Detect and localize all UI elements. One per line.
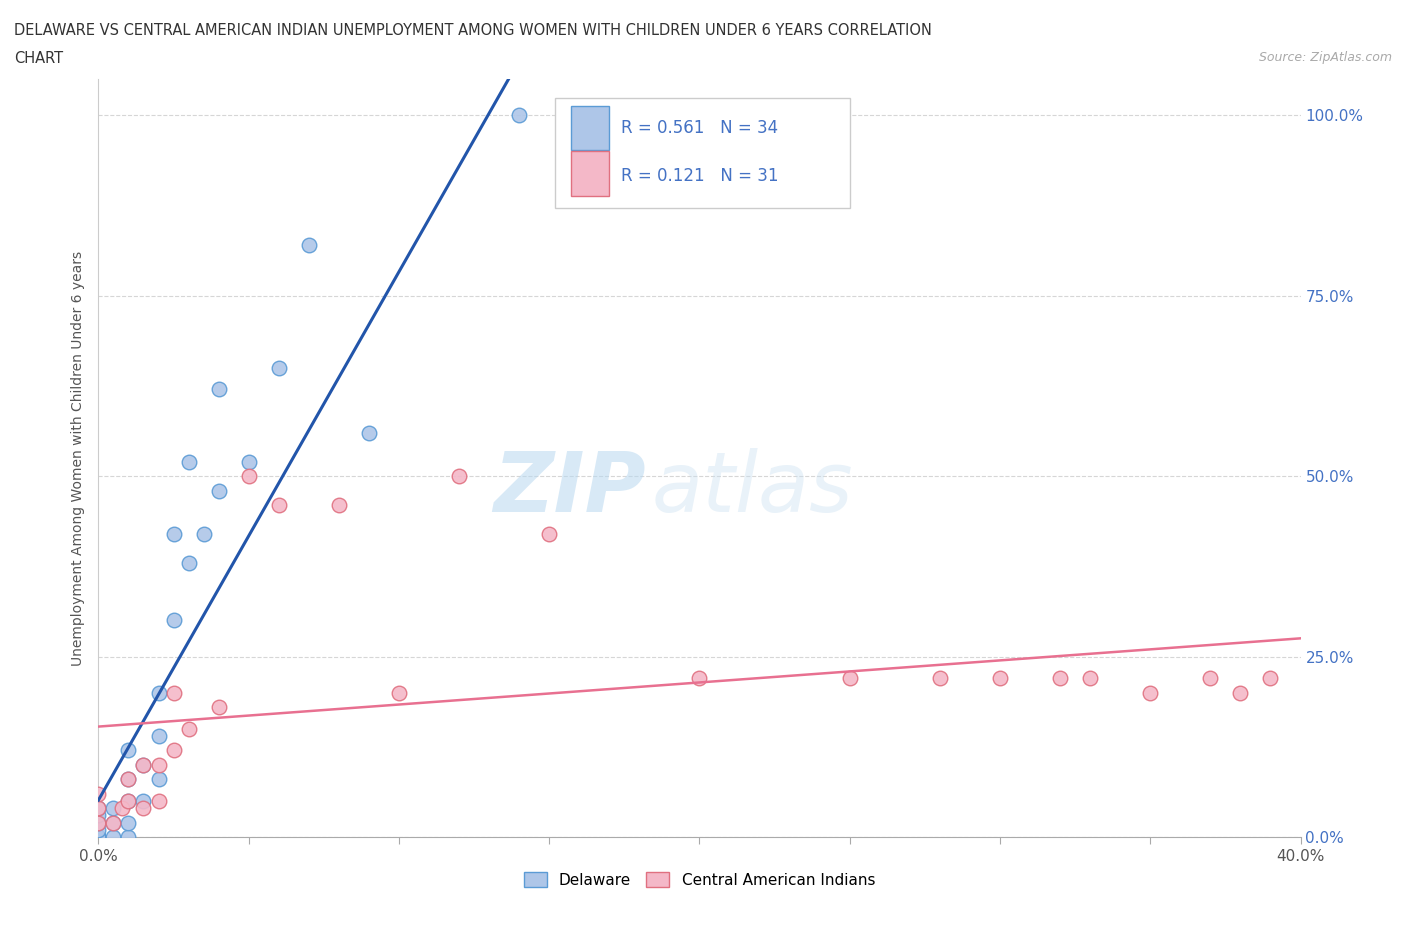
Point bbox=[193, 526, 215, 541]
Point bbox=[177, 722, 200, 737]
Point bbox=[87, 808, 110, 823]
Point bbox=[87, 786, 110, 801]
Point bbox=[117, 830, 139, 844]
Point bbox=[298, 238, 321, 253]
Text: ZIP: ZIP bbox=[492, 448, 645, 529]
Point bbox=[1260, 671, 1282, 685]
Point bbox=[148, 772, 170, 787]
Point bbox=[929, 671, 952, 685]
Point bbox=[447, 469, 470, 484]
Point bbox=[132, 757, 155, 772]
Point bbox=[162, 685, 184, 700]
Point bbox=[111, 801, 134, 816]
Point bbox=[208, 483, 231, 498]
Point bbox=[177, 555, 200, 570]
FancyBboxPatch shape bbox=[555, 98, 849, 208]
Point bbox=[1199, 671, 1222, 685]
Point bbox=[838, 671, 860, 685]
Point bbox=[177, 454, 200, 469]
Point bbox=[388, 685, 411, 700]
Point bbox=[117, 772, 139, 787]
Point bbox=[568, 108, 591, 123]
Point bbox=[538, 526, 561, 541]
Point bbox=[328, 498, 350, 512]
Point bbox=[117, 772, 139, 787]
Point bbox=[87, 815, 110, 830]
Point bbox=[1139, 685, 1161, 700]
Point bbox=[238, 454, 260, 469]
Point bbox=[87, 830, 110, 844]
Point bbox=[148, 685, 170, 700]
Point bbox=[103, 815, 125, 830]
Text: DELAWARE VS CENTRAL AMERICAN INDIAN UNEMPLOYMENT AMONG WOMEN WITH CHILDREN UNDER: DELAWARE VS CENTRAL AMERICAN INDIAN UNEM… bbox=[14, 23, 932, 38]
Point bbox=[267, 360, 290, 375]
Point bbox=[132, 793, 155, 808]
Point bbox=[87, 830, 110, 844]
Point bbox=[103, 815, 125, 830]
Point bbox=[1229, 685, 1251, 700]
Point bbox=[87, 830, 110, 844]
Point bbox=[87, 822, 110, 837]
Point bbox=[148, 793, 170, 808]
FancyBboxPatch shape bbox=[571, 106, 609, 151]
Point bbox=[689, 671, 711, 685]
Point bbox=[1078, 671, 1101, 685]
Point bbox=[988, 671, 1011, 685]
Point bbox=[87, 801, 110, 816]
Point bbox=[162, 743, 184, 758]
FancyBboxPatch shape bbox=[571, 151, 609, 196]
Point bbox=[162, 526, 184, 541]
Point bbox=[87, 830, 110, 844]
Y-axis label: Unemployment Among Women with Children Under 6 years: Unemployment Among Women with Children U… bbox=[72, 250, 86, 666]
Text: atlas: atlas bbox=[651, 448, 853, 529]
Point bbox=[148, 757, 170, 772]
Point bbox=[117, 793, 139, 808]
Point bbox=[1049, 671, 1071, 685]
Point bbox=[357, 425, 380, 440]
Point bbox=[508, 108, 530, 123]
Point bbox=[208, 699, 231, 714]
Point bbox=[238, 469, 260, 484]
Point bbox=[103, 801, 125, 816]
Point bbox=[117, 743, 139, 758]
Text: CHART: CHART bbox=[14, 51, 63, 66]
Point bbox=[117, 815, 139, 830]
Point bbox=[132, 757, 155, 772]
Point bbox=[117, 793, 139, 808]
Point bbox=[132, 801, 155, 816]
Legend: Delaware, Central American Indians: Delaware, Central American Indians bbox=[517, 866, 882, 894]
Text: R = 0.561   N = 34: R = 0.561 N = 34 bbox=[621, 119, 779, 138]
Point bbox=[87, 801, 110, 816]
Point bbox=[148, 728, 170, 743]
Point bbox=[103, 830, 125, 844]
Point bbox=[162, 613, 184, 628]
Text: Source: ZipAtlas.com: Source: ZipAtlas.com bbox=[1258, 51, 1392, 64]
Text: R = 0.121   N = 31: R = 0.121 N = 31 bbox=[621, 167, 779, 185]
Point bbox=[267, 498, 290, 512]
Point bbox=[87, 815, 110, 830]
Point bbox=[208, 382, 231, 397]
